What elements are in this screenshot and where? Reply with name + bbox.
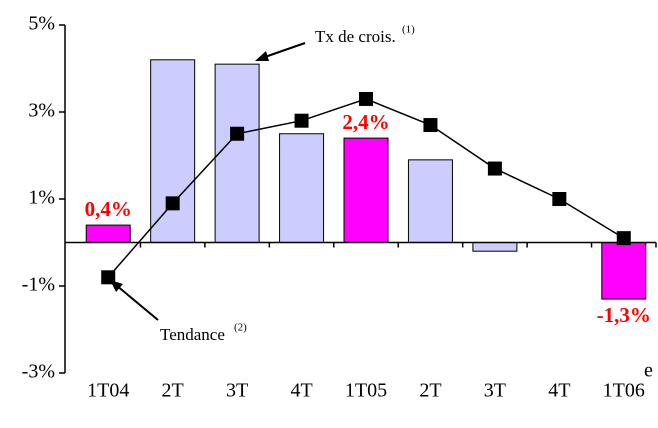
x-tick-label: 1T05: [345, 380, 387, 402]
trend-marker: [487, 161, 502, 176]
trend-marker: [552, 192, 567, 206]
x-tick-label: 1T06: [603, 380, 645, 402]
bar: [472, 242, 518, 252]
bar: [85, 224, 131, 244]
bar: [279, 133, 325, 243]
arrow: [261, 42, 306, 59]
arrow-head: [255, 51, 269, 61]
bar: [601, 242, 647, 300]
annotation-note: (2): [234, 322, 247, 334]
x-tick-label: 2T: [162, 380, 184, 402]
annotation: e: [644, 360, 653, 382]
y-tick-label: -3%: [22, 361, 55, 383]
bar: [214, 63, 260, 244]
y-tick-label: 5%: [28, 13, 55, 35]
y-tick-label: 3%: [28, 100, 55, 122]
annotation-note: (1): [402, 24, 415, 36]
trend-marker: [423, 118, 438, 133]
trend-marker: [101, 270, 116, 285]
trend-marker: [294, 113, 309, 128]
bar: [407, 159, 453, 244]
trend-marker: [359, 91, 373, 106]
trend-marker: [230, 126, 245, 141]
bar: [343, 137, 389, 244]
trend-marker: [165, 196, 180, 211]
value-label: -1,3%: [597, 303, 651, 327]
x-tick-label: 3T: [484, 380, 506, 402]
x-tick-label: 3T: [226, 380, 248, 402]
arrow: [115, 284, 159, 321]
annotation: Tendance: [160, 325, 225, 344]
trend-marker: [616, 231, 631, 246]
x-tick-label: 4T: [548, 380, 570, 402]
x-tick-label: 4T: [290, 380, 312, 402]
x-tick-label: 2T: [419, 380, 441, 402]
value-label: 2,4%: [342, 110, 389, 134]
x-tick-label: 1T04: [87, 380, 129, 402]
annotation: Tx de crois.: [315, 27, 396, 46]
y-tick-label: 1%: [28, 187, 55, 209]
value-label: 0,4%: [85, 197, 132, 221]
y-tick-label: -1%: [22, 274, 55, 296]
bar: [150, 59, 196, 243]
